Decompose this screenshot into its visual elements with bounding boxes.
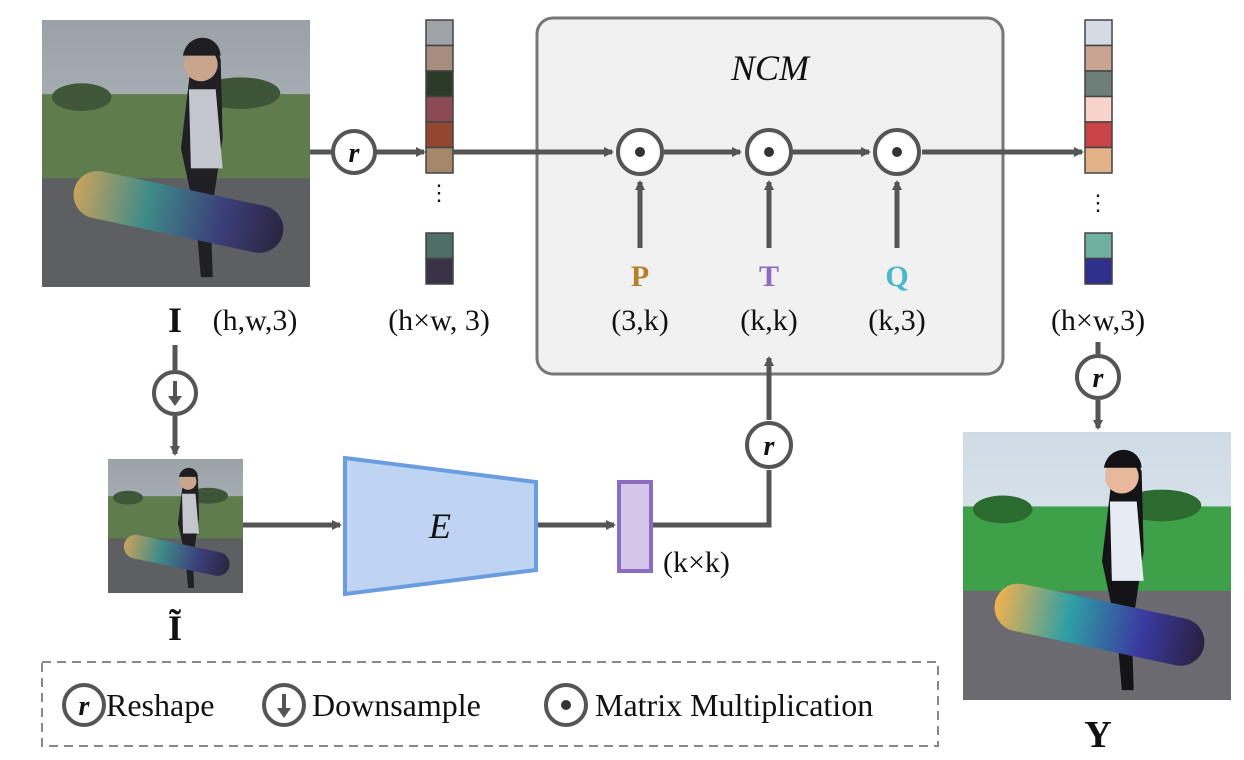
- matmul-op-2: [745, 128, 793, 176]
- downsampled-symbol: Ĩ: [168, 608, 182, 648]
- color-cell: [1084, 121, 1113, 149]
- input-shape: (h,w,3): [213, 304, 298, 337]
- color-cell: [425, 19, 454, 47]
- color-cell: [1084, 70, 1113, 98]
- output-column-ellipsis: ⋮: [1087, 190, 1109, 215]
- embedding-shape: (k×k): [663, 546, 730, 579]
- color-cell: [1084, 44, 1113, 72]
- matrix-t-shape: (k,k): [740, 304, 797, 337]
- downsampled-image: [108, 459, 243, 593]
- embedding-vector: [617, 480, 653, 573]
- legend-downsample-label: Downsample: [312, 687, 481, 723]
- color-cell: [425, 232, 454, 260]
- arrow-embedding-to-reshape: [653, 470, 772, 528]
- legend-matmul: Matrix Multiplication: [544, 683, 873, 727]
- color-cell: [1084, 95, 1113, 123]
- matrix-p-shape: (3,k): [611, 304, 668, 337]
- input-symbol: I: [168, 300, 182, 340]
- input-column-ellipsis: ⋮: [428, 180, 450, 205]
- svg-text:r: r: [1093, 363, 1105, 394]
- reshape-op-embedding: r: [745, 421, 793, 469]
- legend-matmul-label: Matrix Multiplication: [595, 687, 873, 723]
- color-cell: [1084, 232, 1113, 260]
- output-color-column: [1084, 19, 1113, 285]
- matmul-op-1: [616, 128, 664, 176]
- legend-reshape: r Reshape: [62, 683, 214, 727]
- legend-box: [41, 661, 939, 747]
- legend-reshape-label: Reshape: [106, 687, 214, 723]
- color-cell: [425, 44, 454, 72]
- matrix-p-label: P: [631, 260, 649, 293]
- input-color-column: [425, 19, 454, 285]
- ncm-title: NCM: [730, 48, 811, 88]
- color-cell: [1084, 257, 1113, 285]
- downsample-op: [152, 370, 198, 416]
- reshape-op-output: r: [1075, 354, 1121, 400]
- color-cell: [1084, 146, 1113, 174]
- encoder-label: E: [428, 506, 451, 546]
- color-cell: [425, 257, 454, 285]
- color-cell: [1084, 19, 1113, 47]
- color-cell: [425, 121, 454, 149]
- matmul-op-3: [873, 128, 921, 176]
- matrix-q-label: Q: [885, 260, 908, 293]
- matrix-q-shape: (k,3): [868, 304, 925, 337]
- output-image: [963, 432, 1231, 700]
- output-symbol: Y: [1084, 714, 1111, 756]
- color-cell: [425, 146, 454, 174]
- svg-text:r: r: [79, 691, 91, 722]
- reshape-op-input: r: [331, 129, 377, 175]
- svg-text:r: r: [764, 431, 776, 462]
- input-image: [42, 20, 310, 287]
- color-cell: [425, 95, 454, 123]
- color-cell: [425, 70, 454, 98]
- encoder-block: [343, 455, 538, 597]
- svg-text:r: r: [349, 138, 361, 169]
- output-shape: (h×w,3): [1051, 304, 1145, 337]
- matrix-t-label: T: [759, 260, 779, 293]
- legend-downsample: Downsample: [262, 683, 481, 727]
- reshaped-input-shape: (h×w, 3): [388, 304, 490, 337]
